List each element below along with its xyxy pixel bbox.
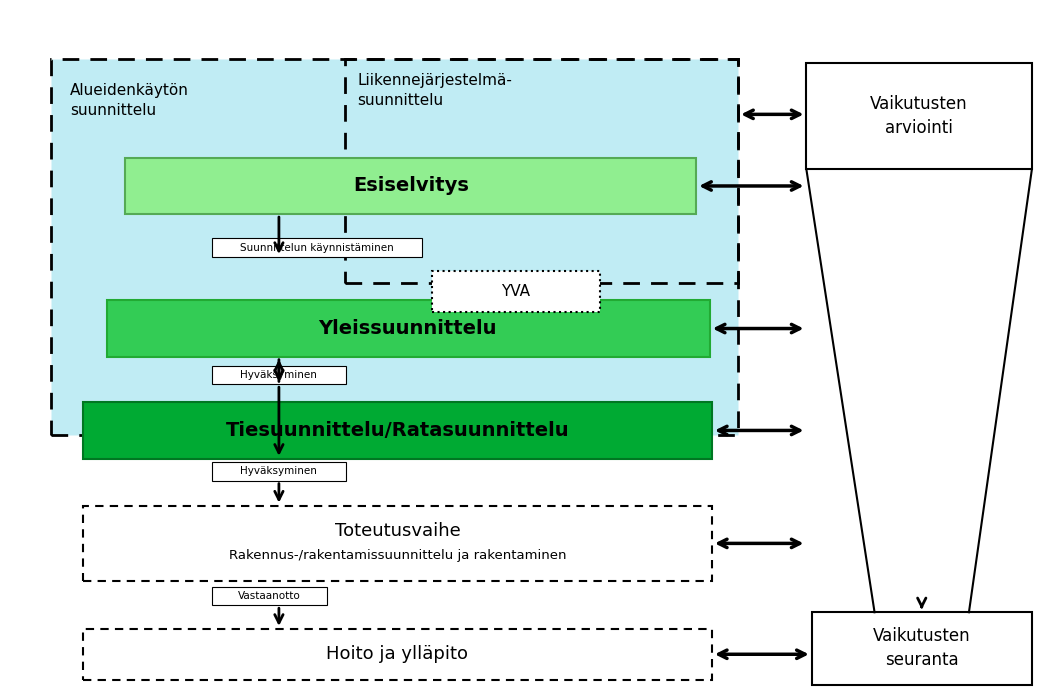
Bar (211, 238, 422, 257)
Text: Hyväksyminen: Hyväksyminen (241, 466, 317, 477)
Text: Esiselvitys: Esiselvitys (353, 176, 469, 195)
Bar (211, 462, 346, 481)
Bar (107, 300, 710, 357)
Bar (432, 270, 599, 312)
Bar (345, 59, 738, 283)
Bar (211, 587, 328, 606)
Bar (125, 158, 697, 214)
Bar (812, 612, 1032, 684)
Bar (82, 629, 712, 680)
Text: Rakennus-/rakentamissuunnittelu ja rakentaminen: Rakennus-/rakentamissuunnittelu ja raken… (228, 549, 567, 562)
Bar (82, 505, 712, 581)
Text: Suunnittelun käynnistäminen: Suunnittelun käynnistäminen (240, 243, 393, 252)
Text: Liikennejärjestelmä-
suunnittelu: Liikennejärjestelmä- suunnittelu (357, 73, 513, 108)
Text: Tiesuunnittelu/Ratasuunnittelu: Tiesuunnittelu/Ratasuunnittelu (225, 421, 570, 440)
Text: Alueidenkäytön
suunnittelu: Alueidenkäytön suunnittelu (70, 84, 189, 118)
Text: Yleissuunnittelu: Yleissuunnittelu (318, 319, 497, 338)
Text: Hoito ja ylläpito: Hoito ja ylläpito (327, 645, 468, 664)
Bar (806, 63, 1032, 169)
Text: Hyväksyminen: Hyväksyminen (241, 370, 317, 380)
Text: Toteutusvaihe: Toteutusvaihe (335, 522, 460, 540)
Text: Vastaanotto: Vastaanotto (238, 591, 301, 601)
Text: Vaikutusten
seuranta: Vaikutusten seuranta (873, 627, 970, 669)
Text: YVA: YVA (501, 284, 531, 299)
Bar (211, 366, 346, 384)
Text: Vaikutusten
arviointi: Vaikutusten arviointi (870, 95, 968, 137)
Bar (52, 59, 738, 435)
Bar (82, 402, 712, 459)
